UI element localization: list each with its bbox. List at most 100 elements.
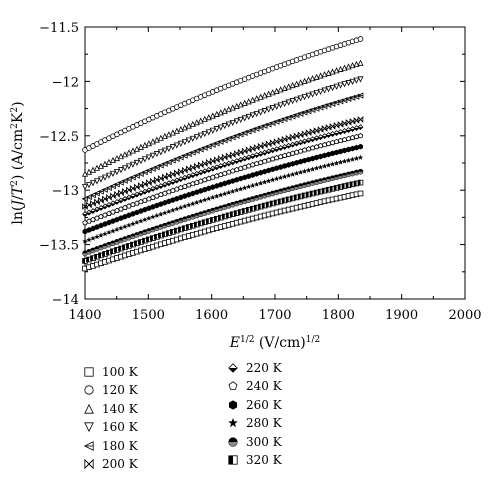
data-point: [86, 227, 92, 233]
data-point: [161, 160, 168, 167]
data-point: [105, 172, 113, 179]
data-point: [322, 152, 328, 159]
data-point: [198, 198, 204, 204]
data-point: [346, 146, 352, 153]
data-point: [125, 149, 132, 156]
data-point: [217, 109, 224, 116]
data-point: [82, 250, 88, 257]
y-tick-label: −12: [52, 75, 79, 90]
data-point: [197, 117, 204, 124]
data-point: [186, 202, 192, 208]
data-point: [110, 240, 116, 247]
data-point: [226, 179, 232, 186]
data-point: [153, 164, 160, 171]
data-point: [114, 226, 120, 232]
data-point: [142, 216, 148, 223]
legend-marker-shape: [84, 458, 94, 470]
data-point: [89, 192, 96, 199]
data-point: [313, 165, 320, 171]
data-point: [253, 110, 260, 118]
data-point: [229, 119, 236, 127]
data-point: [337, 173, 344, 180]
data-point: [82, 228, 88, 235]
data-point: [261, 179, 268, 185]
x-axis-title: E1/2 (V/cm)1/2: [229, 335, 321, 351]
data-point: [149, 138, 156, 145]
series-200k: [82, 116, 364, 210]
data-point: [149, 165, 156, 172]
data-point: [325, 162, 332, 168]
data-point: [357, 168, 364, 175]
data-point: [233, 132, 240, 139]
data-point: [213, 126, 220, 133]
legend-marker-shape: [84, 422, 94, 433]
data-point: [190, 190, 196, 197]
legend-marker: [228, 400, 238, 410]
data-point: [265, 106, 272, 113]
data-point: [245, 113, 252, 120]
data-point: [165, 145, 172, 152]
y-tick-label: −12.5: [39, 130, 79, 145]
data-point: [105, 158, 113, 165]
data-point: [358, 143, 363, 150]
data-point: [165, 131, 172, 138]
data-point: [329, 161, 336, 167]
x-tick-label: 1900: [385, 308, 418, 323]
data-point: [178, 194, 184, 201]
legend-marker: [228, 381, 238, 391]
series-280k: [82, 154, 364, 244]
data-point: [93, 164, 101, 171]
data-point: [182, 193, 188, 199]
legend-label: 300 K: [246, 434, 282, 449]
data-point: [345, 171, 352, 178]
data-point: [98, 204, 104, 211]
data-point: [357, 76, 364, 83]
data-point: [258, 169, 264, 176]
data-point: [265, 178, 272, 184]
data-point: [201, 144, 208, 151]
data-point: [117, 179, 124, 186]
data-point: [289, 98, 296, 105]
data-point: [317, 164, 324, 170]
data-point: [309, 91, 316, 98]
data-point: [302, 157, 308, 164]
data-point: [129, 174, 136, 181]
data-point: [113, 168, 120, 176]
data-point: [350, 145, 355, 152]
data-point: [185, 137, 192, 144]
data-point: [149, 152, 156, 159]
data-point: [357, 116, 364, 123]
data-point: [337, 159, 344, 165]
data-point: [85, 194, 92, 201]
x-tick-label: 1500: [132, 308, 165, 323]
data-point: [249, 112, 256, 119]
data-point: [157, 183, 164, 189]
data-point: [118, 237, 124, 244]
data-point: [118, 225, 124, 231]
data-point: [133, 145, 140, 152]
legend-marker-shape: [228, 363, 238, 373]
data-point: [341, 158, 348, 164]
data-point: [305, 167, 312, 173]
data-point: [150, 203, 156, 210]
data-point: [341, 81, 348, 88]
data-point: [142, 206, 148, 213]
data-point: [85, 168, 93, 175]
data-point: [214, 193, 220, 199]
data-point: [169, 144, 176, 151]
data-point: [333, 83, 340, 90]
data-point: [182, 216, 188, 223]
data-point: [81, 195, 88, 202]
data-point: [205, 143, 212, 150]
data-point: [125, 163, 132, 170]
legend-label: 200 K: [102, 457, 138, 471]
data-point: [357, 179, 364, 186]
data-point: [98, 244, 104, 251]
data-point: [165, 180, 172, 187]
data-point: [105, 201, 112, 208]
data-point: [338, 148, 344, 155]
data-point: [161, 181, 168, 188]
data-point: [221, 123, 228, 130]
legend-marker: [84, 367, 94, 377]
legend-label: 320 K: [246, 453, 282, 467]
